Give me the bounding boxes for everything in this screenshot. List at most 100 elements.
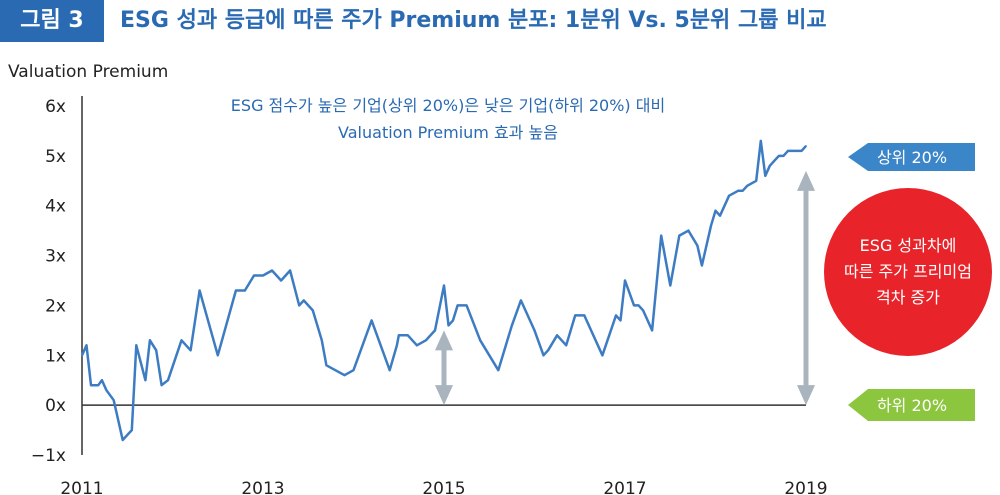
data-point <box>624 279 626 282</box>
data-point <box>660 234 662 237</box>
data-point <box>574 314 577 317</box>
data-point <box>651 329 653 332</box>
top-20-tag: 상위 20% <box>848 143 975 171</box>
data-point <box>135 344 138 347</box>
data-point <box>370 319 373 322</box>
data-point <box>155 349 158 352</box>
y-axis-ticks: 6x 5x 4x 3x 2x 1x 0x −1x <box>31 97 66 466</box>
data-point <box>85 344 88 347</box>
data-point <box>425 339 427 342</box>
y-tick-label: 3x <box>45 247 66 267</box>
y-tick-label: 2x <box>45 296 66 316</box>
data-point <box>687 229 690 232</box>
data-point <box>479 339 482 342</box>
data-point <box>633 304 635 307</box>
callout-text-line-1: ESG 성과차에 <box>860 236 957 255</box>
data-point <box>271 269 273 272</box>
y-tick-label: 4x <box>45 197 66 217</box>
data-point <box>144 379 147 382</box>
annotation-line-2: Valuation Premium 효과 높음 <box>338 123 558 142</box>
data-point <box>352 369 355 372</box>
data-point <box>325 364 328 367</box>
callout-text-line-3: 격차 증가 <box>876 288 940 307</box>
data-point <box>755 179 758 182</box>
data-point <box>81 354 83 357</box>
data-point <box>443 284 445 287</box>
x-tick-label: 2017 <box>603 479 646 495</box>
gap-arrow-2015-head-top <box>435 330 453 351</box>
bottom-20-tag-shape <box>848 389 975 421</box>
x-tick-label: 2019 <box>784 479 827 495</box>
data-point <box>388 369 391 372</box>
x-tick-label: 2015 <box>422 479 465 495</box>
y-tick-label: −1x <box>31 446 66 466</box>
data-point <box>101 379 103 382</box>
data-point <box>302 299 305 302</box>
data-point <box>253 274 255 277</box>
data-point <box>520 299 522 302</box>
data-point <box>556 334 558 337</box>
data-point <box>615 314 617 317</box>
data-point <box>782 155 785 157</box>
data-point <box>97 384 100 387</box>
data-point <box>407 334 409 337</box>
data-point <box>311 309 314 312</box>
data-point <box>289 269 291 272</box>
data-point <box>244 289 246 292</box>
data-point <box>298 304 301 307</box>
gap-increase-callout: ESG 성과차에 따른 주가 프리미엄 격차 증가 <box>824 188 992 356</box>
data-point <box>728 194 730 197</box>
data-point <box>189 349 192 352</box>
bottom-20-label: 하위 20% <box>877 396 947 415</box>
data-point <box>402 334 405 337</box>
data-point <box>434 329 436 332</box>
data-point <box>737 189 739 192</box>
data-point <box>397 334 400 337</box>
data-point <box>488 354 491 357</box>
data-point <box>396 344 398 347</box>
data-point <box>416 344 418 347</box>
data-point <box>601 354 604 357</box>
y-tick-label: 6x <box>45 97 66 117</box>
x-axis-ticks: 2011 2013 2015 2017 2019 <box>60 479 827 495</box>
data-point <box>465 304 468 307</box>
data-point <box>90 384 92 387</box>
callout-text-line-2: 따른 주가 프리미엄 <box>844 262 972 281</box>
data-point <box>701 264 703 267</box>
data-point <box>321 339 323 342</box>
data-point <box>149 339 151 342</box>
data-point <box>796 150 798 152</box>
data-point <box>583 314 586 317</box>
x-tick-label: 2013 <box>241 479 284 495</box>
data-point <box>121 439 124 441</box>
bottom-20-tag: 하위 20% <box>848 389 975 421</box>
data-point <box>180 339 183 342</box>
data-point <box>105 389 108 391</box>
gap-arrow-2015-head-bottom <box>435 385 453 406</box>
chart-title: ESG 성과 등급에 따른 주가 Premium 분포: 1분위 Vs. 5분위… <box>120 8 827 33</box>
data-point <box>565 344 567 347</box>
data-point <box>447 324 450 327</box>
data-point <box>696 244 699 247</box>
data-point <box>235 289 237 292</box>
top-20-label: 상위 20% <box>877 148 947 167</box>
data-point <box>769 165 771 167</box>
data-point <box>533 329 536 332</box>
data-point <box>714 209 717 212</box>
y-tick-label: 5x <box>45 147 66 167</box>
y-tick-label: 0x <box>45 396 66 416</box>
data-point <box>805 145 807 147</box>
data-point <box>759 140 762 142</box>
data-point <box>669 284 672 287</box>
figure-number-badge: 그림 3 <box>0 0 104 42</box>
data-point <box>511 324 513 327</box>
gap-arrow-2019-head-top <box>797 170 815 191</box>
data-point <box>778 155 780 157</box>
gap-arrows <box>435 170 815 406</box>
callout-circle <box>824 188 992 356</box>
data-point <box>773 160 776 162</box>
data-point <box>160 384 163 387</box>
data-point <box>167 379 169 382</box>
data-point <box>619 319 622 322</box>
